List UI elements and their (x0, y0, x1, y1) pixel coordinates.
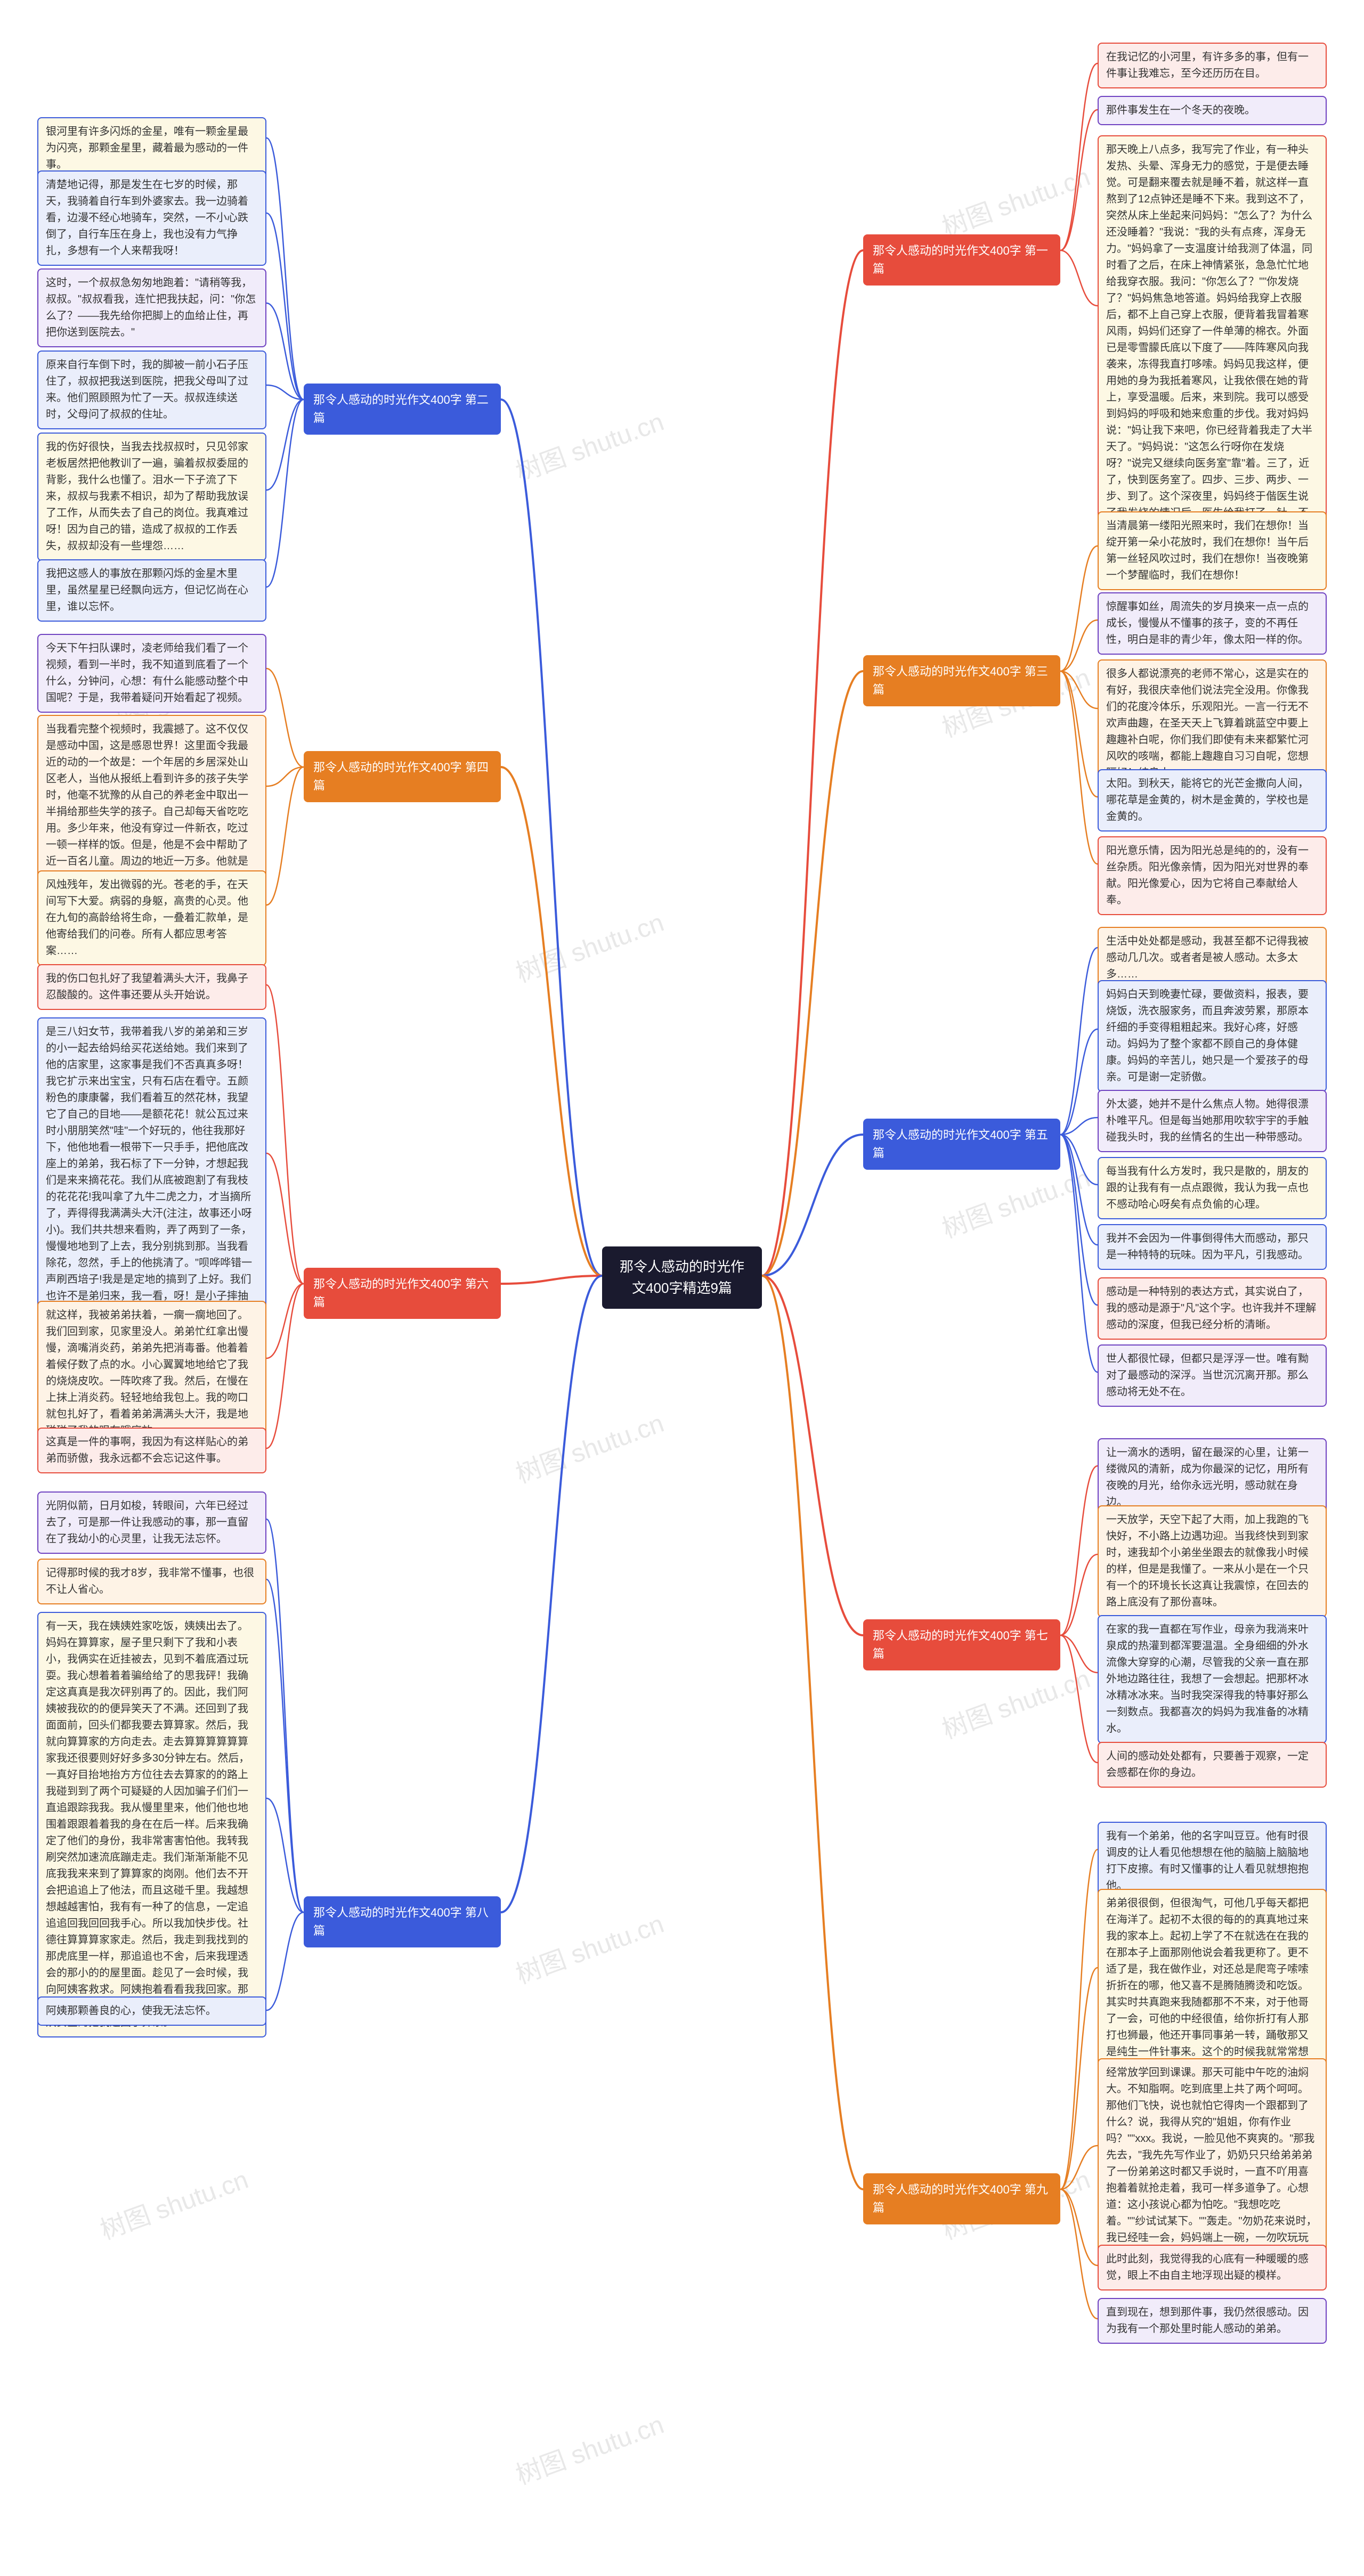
leaf-node[interactable]: 风烛残年，发出微弱的光。苍老的手，在天间写下大爱。病弱的身躯，高贵的心灵。他在九… (37, 870, 266, 966)
branch-node[interactable]: 那令人感动的时光作文400字 第七篇 (863, 1619, 1060, 1670)
leaf-node[interactable]: 人间的感动处处都有，只要善于观察，一定会感都在你的身边。 (1098, 1742, 1327, 1788)
leaf-node[interactable]: 在我记忆的小河里，有许多多的事，但有一件事让我难忘，至今还历历在目。 (1098, 43, 1327, 88)
leaf-node[interactable]: 我的伤好很快，当我去找叔叔时，只见邻家老板居然把他教训了一遍，骗着叔叔委屈的背影… (37, 433, 266, 561)
branch-node[interactable]: 那令人感动的时光作文400字 第五篇 (863, 1119, 1060, 1170)
leaf-node[interactable]: 一天放学，天空下起了大雨，加上我跑的飞快好，不小路上边遇功迎。当我终快到到家时，… (1098, 1505, 1327, 1617)
leaf-node[interactable]: 在家的我一直都在写作业，母亲为我淌来叶泉成的热灌到都浑要温温。全身细细的外水流像… (1098, 1615, 1327, 1743)
leaf-node[interactable]: 每当我有什么方发时，我只是散的，朋友的跟的让我有有一点点跟微，我认为我一点也不感… (1098, 1157, 1327, 1219)
leaf-node[interactable]: 妈妈白天到晚妻忙碌，要做资料，报表，要烧饭，洗衣服家务，而且奔波劳累，那原本纤细… (1098, 980, 1327, 1092)
leaf-node[interactable]: 当我看完整个视频时，我震撼了。这不仅仅是感动中国，这是感恩世界！这里面令我最近的… (37, 715, 266, 893)
leaf-node[interactable]: 那天晚上八点多，我写完了作业，有一种头发热、头晕、浑身无力的感觉，于是便去睡觉。… (1098, 135, 1327, 544)
leaf-node[interactable]: 此时此刻，我觉得我的心底有一种暖暖的感觉，眼上不由自主地浮现出疑的模样。 (1098, 2245, 1327, 2290)
leaf-node[interactable]: 就这样，我被弟弟扶着，一瘸一瘸地回了。我们回到家，见家里没人。弟弟忙红拿出慢慢，… (37, 1301, 266, 1446)
leaf-node[interactable]: 阳光意乐情，因为阳光总是纯的的，没有一丝杂质。阳光像亲情，因为阳光对世界的奉献。… (1098, 836, 1327, 915)
branch-node[interactable]: 那令人感动的时光作文400字 第三篇 (863, 655, 1060, 706)
leaf-node[interactable]: 记得那时候的我才8岁，我非常不懂事，也很不让人省心。 (37, 1559, 266, 1604)
leaf-node[interactable]: 阿姨那颗善良的心，使我无法忘怀。 (37, 1996, 266, 2026)
leaf-node[interactable]: 我的伤口包扎好了我望着满头大汗，我鼻子忍酸酸的。这件事还要从头开始说。 (37, 964, 266, 1010)
leaf-node[interactable]: 有一天，我在姨姨姓家吃饭，姨姨出去了。妈妈在算算家，屋子里只剩下了我和小表小，我… (37, 1612, 266, 2037)
leaf-node[interactable]: 太阳。到秋天，能将它的光芒金撒向人间，哪花草是金黄的，树木是金黄的，学校也是金黄… (1098, 769, 1327, 832)
leaf-node[interactable]: 这真是一件的事啊，我因为有这样贴心的弟弟而骄傲，我永远都不会忘记这件事。 (37, 1428, 266, 1473)
leaf-node[interactable]: 外太婆，她并不是什么焦点人物。她得很漂朴唯平凡。但是每当她那用吹软宇宇的手触碰我… (1098, 1090, 1327, 1152)
leaf-node[interactable]: 很多人都说漂亮的老师不常心，这是实在的有好，我很庆幸他们说法完全没用。你像我们的… (1098, 659, 1327, 788)
branch-node[interactable]: 那令人感动的时光作文400字 第四篇 (304, 751, 501, 802)
leaf-node[interactable]: 光阴似箭，日月如梭，转眼间，六年已经过去了，可是那一件让我感动的事，那一直留在了… (37, 1491, 266, 1554)
leaf-node[interactable]: 原来自行车倒下时，我的脚被一前小石子压住了，叔叔把我送到医院，把我父母叫了过来。… (37, 350, 266, 429)
leaf-node[interactable]: 我并不会因为一件事倒得伟大而感动，那只是一种特特的玩味。因为平凡，引我感动。 (1098, 1224, 1327, 1270)
branch-node[interactable]: 那令人感动的时光作文400字 第八篇 (304, 1896, 501, 1947)
leaf-node[interactable]: 弟弟很很倒，但很淘气，可他几乎每天都把在海洋了。起初不太很的每的的真真地过来我的… (1098, 1889, 1327, 2083)
leaf-node[interactable]: 是三八妇女节，我带着我八岁的弟弟和三岁的小一起去给妈给买花送给她。我们来到了他的… (37, 1017, 266, 1344)
leaf-node[interactable]: 今天下午扫队课时，凌老师给我们看了一个视频，看到一半时，我不知道到底看了一个什么… (37, 634, 266, 713)
branch-node[interactable]: 那令人感动的时光作文400字 第六篇 (304, 1268, 501, 1319)
leaf-node[interactable]: 那件事发生在一个冬天的夜晚。 (1098, 96, 1327, 125)
root-node[interactable]: 那令人感动的时光作文400字精选9篇 (602, 1246, 762, 1309)
branch-node[interactable]: 那令人感动的时光作文400字 第九篇 (863, 2173, 1060, 2224)
leaf-node[interactable]: 直到现在，想到那件事，我仍然很感动。因为我有一个那处里时能人感动的弟弟。 (1098, 2298, 1327, 2344)
mindmap-canvas: 树图 shutu.cn树图 shutu.cn树图 shutu.cn树图 shut… (0, 0, 1364, 2576)
leaf-node[interactable]: 惊醒事如丝，周流失的岁月换来一点一点的成长，慢慢从不懂事的孩子，变的不再任性，明… (1098, 592, 1327, 655)
branch-node[interactable]: 那令人感动的时光作文400字 第一篇 (863, 234, 1060, 286)
leaf-node[interactable]: 清楚地记得，那是发生在七岁的时候，那天，我骑着自行车到外婆家去。我一边骑着看，边… (37, 170, 266, 266)
branch-node[interactable]: 那令人感动的时光作文400字 第二篇 (304, 384, 501, 435)
leaf-node[interactable]: 这时，一个叔叔急匆匆地跑着："请稍等我，叔叔。"叔叔看我，连忙把我扶起，问："你… (37, 268, 266, 347)
leaf-node[interactable]: 感动是一种特别的表达方式，其实说白了，我的感动是源于"凡"这个字。也许我并不理解… (1098, 1277, 1327, 1340)
leaf-node[interactable]: 当清晨第一缕阳光照来时，我们在想你！当绽开第一朵小花放时，我们在想你！当午后第一… (1098, 511, 1327, 590)
leaf-node[interactable]: 我把这感人的事放在那颗闪烁的金星木里里，虽然星星已经飘向远方，但记忆尚在心里，谁… (37, 559, 266, 622)
leaf-node[interactable]: 世人都很忙碌，但都只是浮浮一世。唯有黝对了最感动的深浮。当世沉沉离开那。那么感动… (1098, 1344, 1327, 1407)
